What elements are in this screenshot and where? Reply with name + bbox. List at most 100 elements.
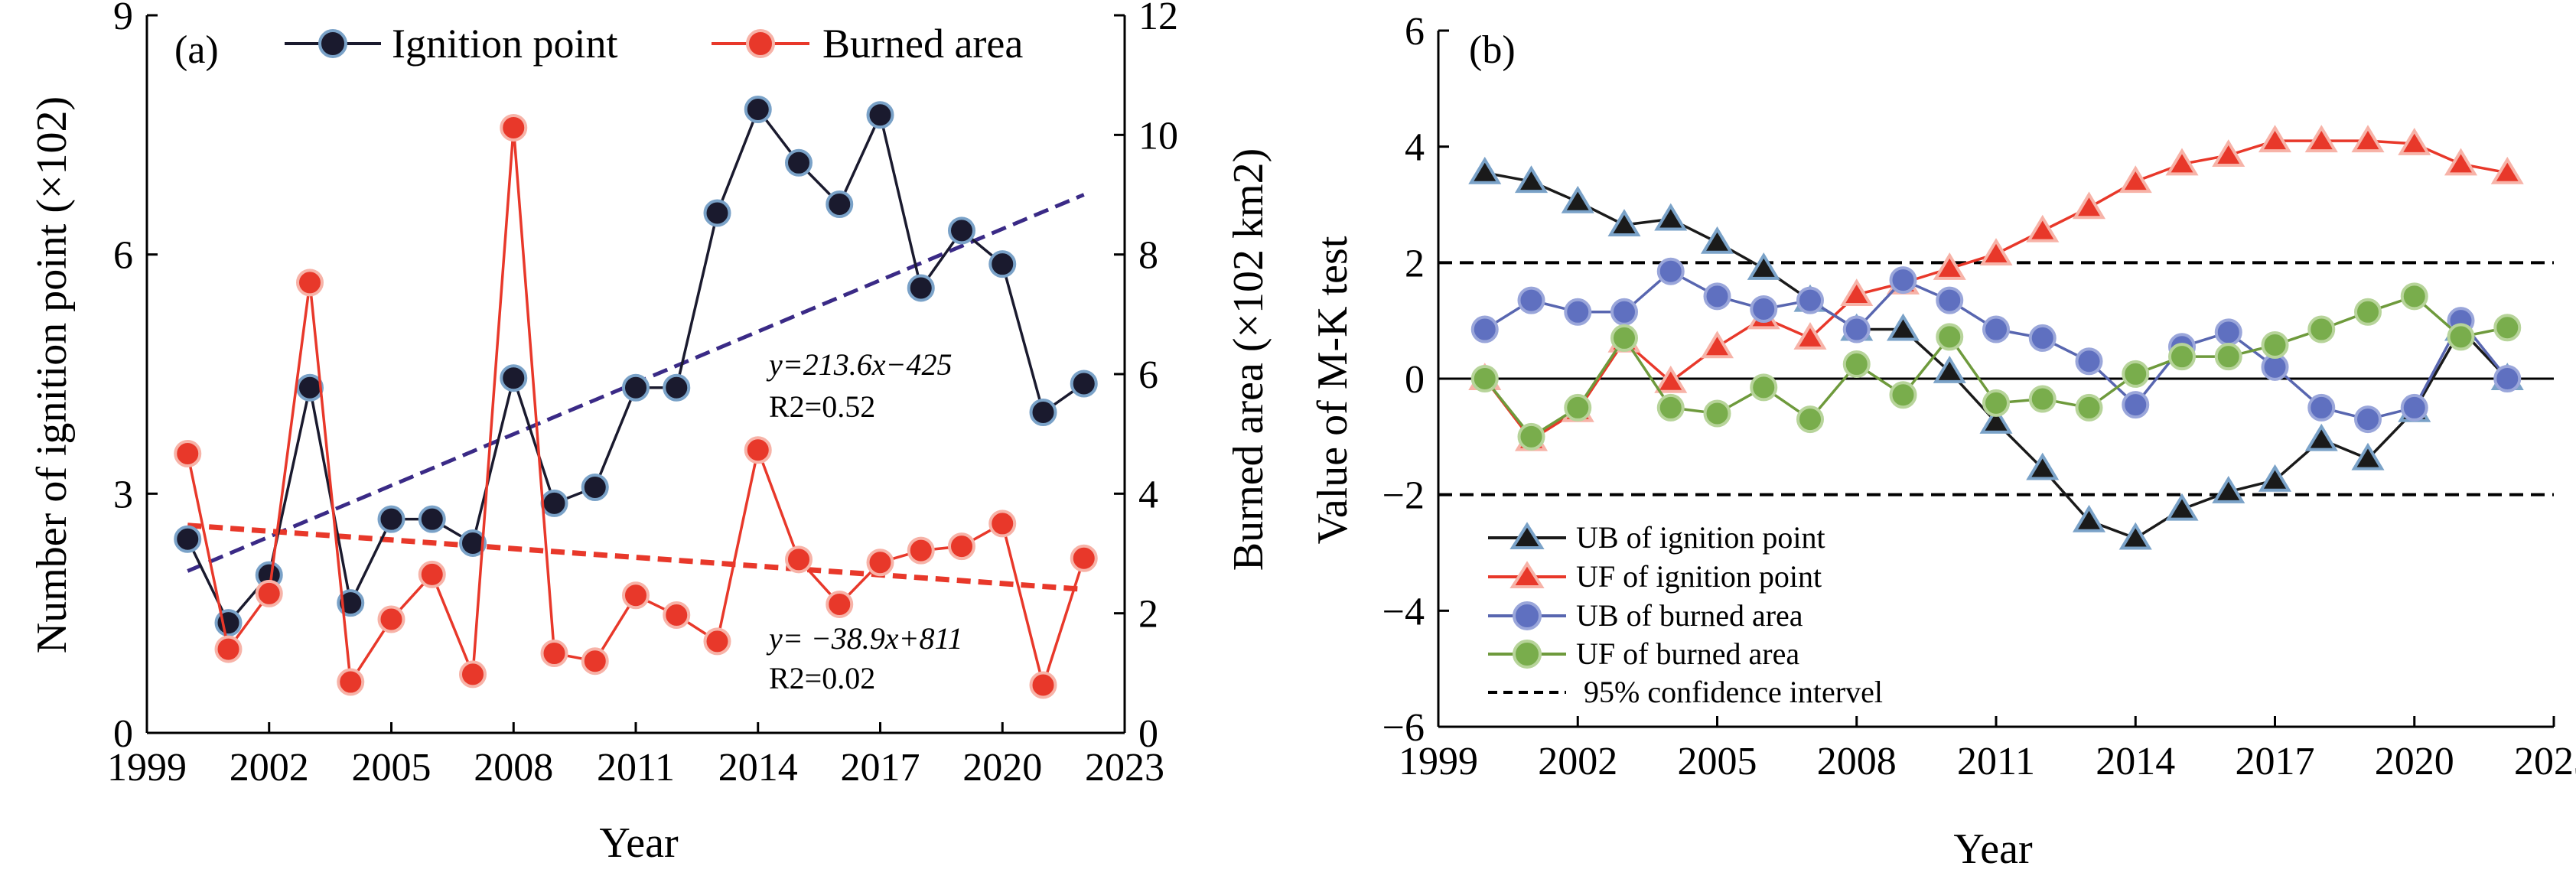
ignition-regression-equation-text: y=213.6x−425	[766, 347, 953, 382]
panel-b-x-tick-label: 2008	[1817, 740, 1897, 783]
uf-of-ignition-point-point	[2490, 156, 2524, 184]
panel-b-x-tick-label: 2023	[2514, 740, 2576, 783]
burned-area-point	[500, 113, 528, 142]
panel-b-x-tick-label: 2011	[1957, 740, 2035, 783]
panel-a-axes	[145, 14, 1126, 734]
ignition-point-point	[785, 148, 813, 177]
panel-a-x-tick-label: 2023	[1085, 746, 1164, 789]
ub-of-ignition-point-point	[1654, 203, 1688, 231]
uf-of-burned-area-point	[2214, 343, 2242, 371]
panel-b-y-tick-label: 2	[1405, 242, 1425, 285]
burned-area-point	[785, 545, 813, 574]
burned-area-point	[1029, 671, 1057, 699]
panel-b-y-tick-label: −2	[1382, 474, 1425, 518]
panel-a-legend: Ignition point Burned area	[285, 21, 1023, 67]
uf-of-burned-area-point	[2168, 343, 2196, 371]
ub-of-burned-area-point	[1982, 315, 2010, 343]
ignition-point-point	[622, 373, 650, 402]
uf-of-ignition-point-point	[1793, 322, 1827, 350]
ub-of-burned-area-point	[1703, 282, 1731, 311]
panel-a-right-y-tick-label: 4	[1138, 473, 1158, 516]
uf-of-ignition-point-point	[1933, 252, 1966, 280]
uf-of-burned-area-point	[1796, 405, 1824, 434]
burned-area-point	[663, 601, 691, 630]
ignition-point-point	[826, 190, 854, 219]
panel-b-tick-labels: 1999 2002 2005 2008 2011 2014 2017 2020 2023 −6 −4…	[1382, 10, 2576, 783]
ub-of-burned-area-point	[1517, 286, 1545, 314]
legend-uf-ignition-label: UF of ignition point	[1576, 559, 1822, 594]
burned-regression-r2-text: R2=0.02	[769, 661, 875, 695]
uf-of-burned-area-point	[1610, 324, 1638, 352]
burned-area-point	[418, 560, 446, 588]
burned-area-point	[174, 439, 202, 467]
ub-of-ignition-point-point	[2026, 452, 2060, 480]
ub-of-ignition-point-point	[2351, 442, 2385, 470]
panel-a-tick-labels: 1999 2002 2005 2008 2011 2014 2017 2020 20230369…	[107, 0, 1178, 789]
burned-area-point	[703, 627, 731, 656]
panel-a-right-y-tick-label: 6	[1138, 353, 1158, 397]
ignition-point-point	[948, 216, 975, 245]
uf-of-burned-area-point	[1842, 350, 1871, 379]
panel-b-y-tick-label: −6	[1382, 706, 1425, 750]
ignition-point-point	[907, 274, 935, 302]
burned-area-point	[581, 647, 609, 676]
legend-ub-ignition-label: UB of ignition point	[1576, 520, 1825, 555]
uf-of-burned-area-point	[1889, 381, 1917, 409]
panel-a-x-tick-label: 2005	[352, 746, 432, 789]
panel-b-x-tick-label: 2020	[2375, 740, 2454, 783]
burned-area-point	[296, 269, 324, 297]
ub-of-burned-area-point	[1889, 266, 1917, 295]
panel-a-right-y-tick-label: 12	[1138, 0, 1178, 38]
ignition-point-point	[540, 489, 568, 517]
ignition-point-point	[988, 250, 1017, 278]
panel-b-x-tick-label: 1999	[1399, 740, 1478, 783]
ub-of-ignition-point-point	[1979, 405, 2013, 434]
uf-of-burned-area-point	[1982, 389, 2010, 417]
panel-b-y-tick-label: 4	[1405, 126, 1425, 170]
panel-a-x-tick-label: 2008	[474, 746, 553, 789]
panel-a: 1999 2002 2005 2008 2011 2014 2017 2020 20230369…	[28, 0, 1272, 867]
panel-a-right-y-tick-label: 10	[1138, 114, 1178, 158]
burned-area-point	[948, 532, 975, 561]
uf-of-burned-area-point	[2075, 393, 2103, 422]
ub-of-ignition-point-point	[1607, 209, 1641, 237]
legend-ub-ignition-marker	[1509, 522, 1545, 549]
ub-of-ignition-point-point	[1514, 165, 1549, 194]
ub-of-burned-area-point	[1564, 298, 1592, 326]
legend-burned-marker	[746, 29, 775, 58]
ub-of-ignition-point-point	[2304, 423, 2338, 451]
panel-b-label: (b)	[1469, 28, 1516, 72]
ignition-point-point	[663, 373, 691, 402]
burned-area-point	[214, 635, 243, 663]
panel-a-label: (a)	[174, 28, 219, 72]
ignition-point-point	[174, 525, 202, 553]
ub-of-ignition-point-point	[1561, 185, 1594, 213]
uf-of-ignition-point-point	[2444, 148, 2478, 176]
uf-of-burned-area-point	[1470, 365, 1499, 392]
uf-of-ignition-point-point	[2072, 191, 2106, 220]
uf-of-burned-area-point	[1750, 373, 1778, 402]
uf-of-ignition-point-point	[1654, 365, 1688, 393]
panel-a-x-tick-label: 2020	[962, 746, 1042, 789]
uf-of-burned-area-point	[1936, 323, 1964, 351]
panel-a-x-tick-label: 2014	[718, 746, 798, 789]
panel-a-right-y-axis-title: Burned area (×102 km2)	[1225, 148, 1272, 571]
uf-of-ignition-point-point	[2165, 148, 2199, 176]
ignition-point-point	[1070, 370, 1098, 398]
panel-b-y-tick-label: 6	[1405, 10, 1425, 54]
ub-of-ignition-point-point	[2118, 522, 2152, 550]
uf-of-burned-area-point	[2354, 298, 2382, 326]
uf-of-burned-area-point	[2400, 282, 2428, 311]
panel-a-right-y-tick-label: 0	[1138, 712, 1158, 756]
panel-a-x-tick-label: 2011	[597, 746, 675, 789]
ub-of-ignition-point-point	[2072, 504, 2106, 532]
ub-of-burned-area-point	[1610, 298, 1638, 326]
uf-of-burned-area-point	[2261, 331, 2289, 360]
ub-of-ignition-point-point	[1468, 156, 1502, 184]
panel-b-x-tick-label: 2017	[2236, 740, 2315, 783]
burned-area-point	[337, 668, 365, 696]
burned-area-point	[540, 640, 568, 668]
panel-b-legend: UB of ignition point UF of ignition poin…	[1488, 520, 1883, 709]
burned-area-point	[255, 579, 283, 607]
